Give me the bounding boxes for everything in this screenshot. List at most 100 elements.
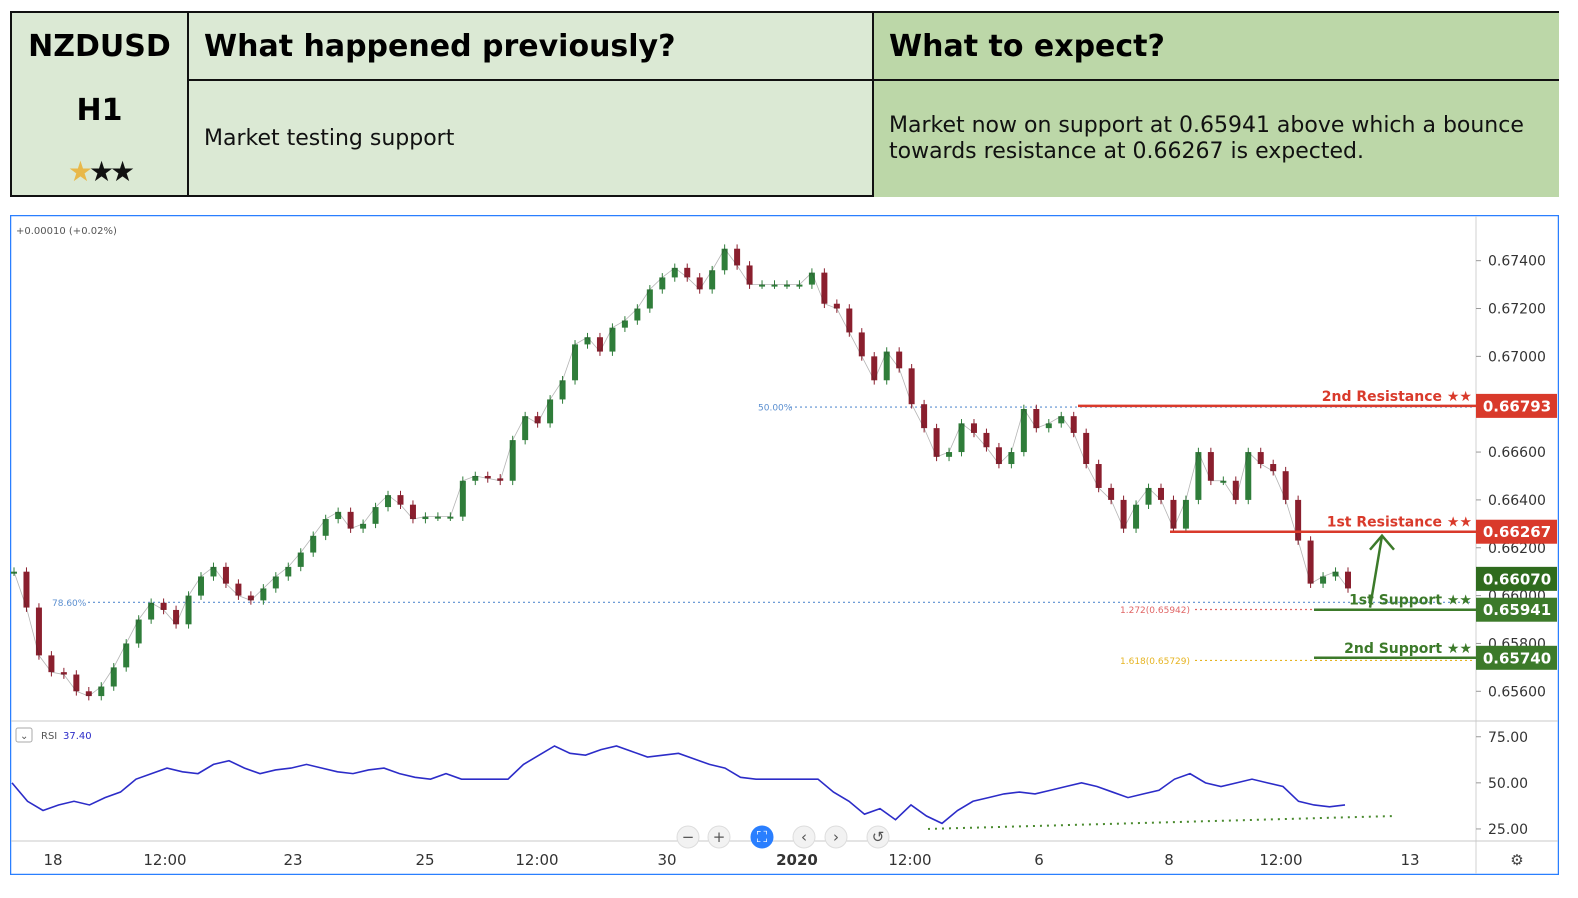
level-label: 1st Support ★★	[1349, 593, 1472, 609]
candle-body	[771, 284, 778, 287]
chart-container[interactable]: 0.674000.672000.670000.668000.666000.664…	[9, 214, 1560, 876]
candle-body	[222, 566, 229, 584]
candle-body	[247, 595, 254, 601]
chevron-down-icon[interactable]: ⌄	[20, 731, 28, 742]
candle-body	[1170, 499, 1177, 529]
candle-body	[185, 595, 192, 625]
time-tick-label: 30	[657, 851, 676, 869]
level-value-label: 0.66267	[1483, 523, 1551, 541]
candle-body	[883, 351, 890, 381]
candle-body	[634, 308, 641, 321]
candle-body	[1108, 487, 1115, 500]
zoom-out-icon[interactable]: −	[682, 828, 695, 846]
level-badge	[1476, 519, 1557, 544]
price-tick-label: 0.66400	[1488, 493, 1546, 509]
candle-body	[23, 571, 30, 608]
level-label: 1st Resistance ★★	[1327, 515, 1472, 531]
reset-icon[interactable]: ↺	[872, 828, 885, 846]
price-chart[interactable]: 0.674000.672000.670000.668000.666000.664…	[9, 214, 1560, 876]
zoom-out-button[interactable]	[676, 825, 700, 849]
fit-button[interactable]	[750, 825, 774, 849]
rating-stars: ★★★	[12, 157, 187, 187]
change-label: +0.00010 (+0.02%)	[16, 226, 117, 237]
candle-body	[1033, 408, 1040, 429]
projection-arrow-head	[1369, 533, 1395, 551]
candle-body	[360, 523, 367, 529]
candle-body	[796, 284, 803, 287]
candle-body	[1320, 576, 1327, 584]
time-tick-label: 12:00	[515, 851, 558, 869]
time-tick-label: 6	[1034, 851, 1044, 869]
candle-body	[684, 267, 691, 278]
candle-body	[522, 416, 529, 441]
candle-body	[572, 344, 579, 381]
reset-button[interactable]	[866, 825, 890, 849]
candle-body	[908, 368, 915, 405]
candle-body	[1270, 464, 1277, 472]
candle-body	[871, 356, 878, 381]
candle-body	[696, 277, 703, 290]
time-tick-label: 25	[415, 851, 434, 869]
scroll-left-icon[interactable]: ‹	[801, 828, 807, 846]
zoom-in-icon[interactable]: +	[713, 828, 726, 846]
fit-icon[interactable]: ⛶	[757, 828, 768, 846]
candle-body	[123, 643, 130, 668]
candle-body	[11, 571, 17, 574]
previous-title: What happened previously?	[204, 29, 676, 64]
candle-body	[1008, 452, 1015, 465]
scroll-left-button[interactable]	[792, 825, 816, 849]
candle-body	[833, 303, 840, 309]
price-tick-label: 0.67400	[1488, 254, 1546, 270]
level-badge	[1476, 597, 1557, 622]
candle-body	[958, 423, 965, 453]
candle-body	[1157, 487, 1164, 500]
current-price-badge	[1476, 566, 1557, 591]
candle-body	[1095, 464, 1102, 488]
candle-body	[808, 272, 815, 285]
candle-body	[148, 602, 155, 620]
candle-body	[921, 404, 928, 429]
candle-body	[1133, 504, 1140, 529]
candle-body	[385, 495, 392, 508]
expect-header-cell: What to expect?	[874, 13, 1559, 81]
candle-body	[858, 332, 865, 357]
candle-body	[1145, 487, 1152, 505]
candle-body	[983, 432, 990, 448]
star-icon: ★	[110, 155, 135, 188]
candle-body	[646, 289, 653, 309]
candle-body	[459, 480, 466, 517]
level-badge	[1476, 645, 1557, 670]
price-tick-label: 0.66200	[1488, 541, 1546, 557]
time-tick-label: 8	[1164, 851, 1174, 869]
candle-body	[734, 248, 741, 266]
candle-body	[447, 516, 454, 519]
rsi-tick-label: 75.00	[1488, 730, 1528, 746]
gear-icon[interactable]: ⚙	[1510, 851, 1523, 869]
candle-body	[73, 674, 80, 692]
level-badge	[1476, 393, 1557, 418]
candle-body	[584, 337, 591, 345]
expect-text: Market now on support at 0.65941 above w…	[889, 113, 1524, 164]
candle-body	[60, 672, 67, 675]
fib-label: 1.272(0.65942)	[1120, 606, 1190, 616]
candle-body	[110, 667, 117, 687]
candle-body	[347, 511, 354, 529]
candle-body	[210, 566, 217, 577]
candle-body	[783, 284, 790, 287]
zoom-in-button[interactable]	[707, 825, 731, 849]
price-tick-label: 0.67000	[1488, 349, 1546, 365]
level-label: 2nd Resistance ★★	[1322, 389, 1472, 405]
fib-label: 78.60%	[52, 599, 87, 609]
candle-body	[1207, 452, 1214, 481]
candle-body	[1045, 423, 1052, 429]
candle-body	[846, 308, 853, 333]
time-tick-label: 23	[283, 851, 302, 869]
candle-body	[1195, 452, 1202, 500]
candle-body	[397, 495, 404, 505]
candle-body	[285, 566, 292, 577]
scroll-right-button[interactable]	[824, 825, 848, 849]
scroll-right-icon[interactable]: ›	[833, 828, 839, 846]
analysis-header: NZDUSD H1 ★★★ What happened previously? …	[10, 11, 1559, 197]
candle-body	[1058, 416, 1065, 424]
rsi-collapse-toggle[interactable]	[15, 727, 33, 743]
